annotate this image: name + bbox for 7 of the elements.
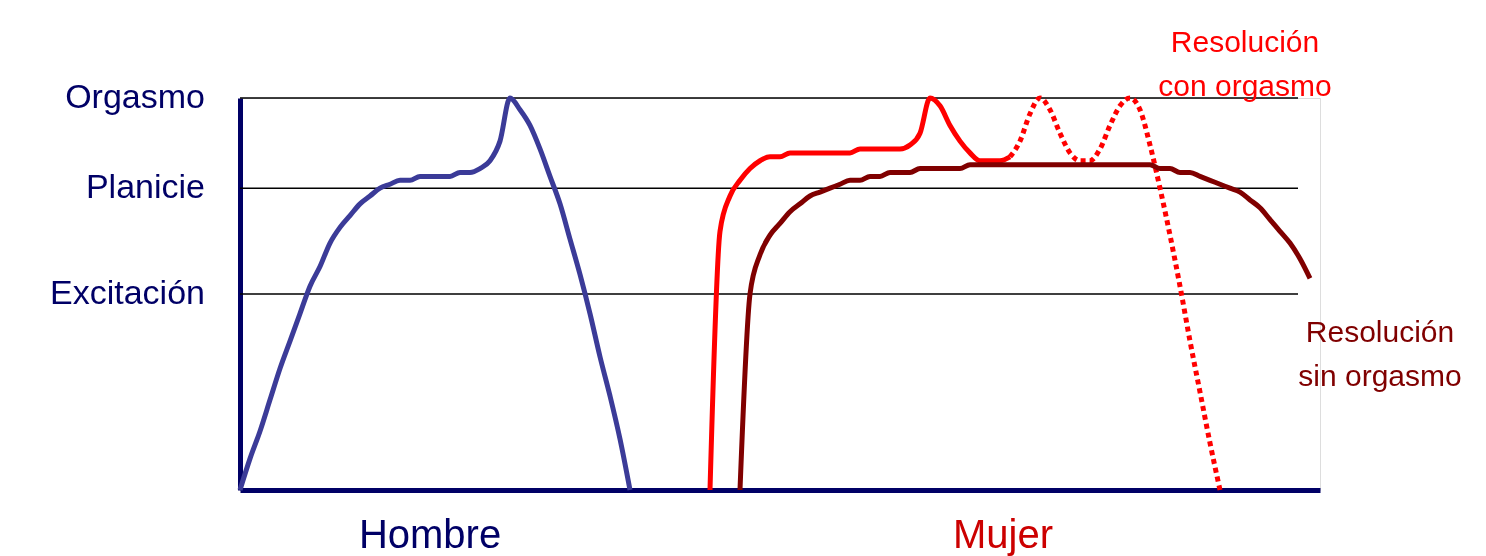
ref-line-label: Planicie xyxy=(85,167,205,206)
text: Mujer xyxy=(952,512,1054,556)
text: Hombre xyxy=(358,512,502,556)
ref-line-label: Excitación xyxy=(50,273,205,311)
ref-line-label: Orgasmo xyxy=(65,77,205,115)
series-label: Resolución sin orgasmo xyxy=(1298,315,1462,392)
series-label: Resolución con orgasmo xyxy=(1158,25,1332,102)
